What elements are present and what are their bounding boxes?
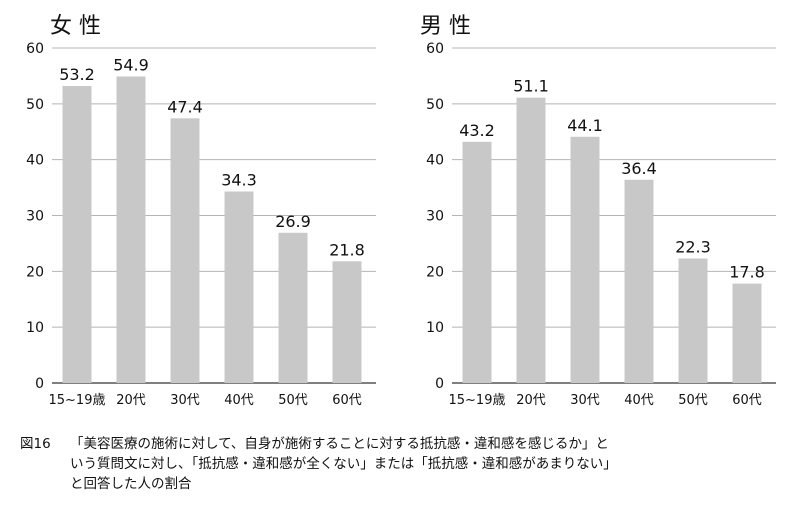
male-y-tick-label: 10 bbox=[426, 320, 444, 336]
female-y-tick-label: 0 bbox=[35, 376, 44, 392]
figure-caption: 図16 「美容医療の施術に対して、自身が施術することに対する抵抗感・違和感を感じる… bbox=[20, 434, 795, 494]
female-x-tick-label: 60代 bbox=[332, 393, 362, 408]
female-x-tick-label: 20代 bbox=[116, 393, 146, 408]
male-data-label: 51.1 bbox=[513, 77, 549, 96]
female-y-tick-label: 30 bbox=[26, 209, 44, 225]
male-y-tick-label: 60 bbox=[426, 41, 444, 57]
female-data-label: 34.3 bbox=[221, 170, 257, 189]
male-bar bbox=[570, 136, 600, 383]
male-data-label: 44.1 bbox=[567, 116, 603, 135]
male-data-label: 43.2 bbox=[459, 121, 495, 140]
chart-figure: 女 性 0 10 20 30 40 50 60 53.2 15~19歳 54.9 20代 47.4 30代… bbox=[26, 14, 776, 408]
caption-line-2: いう質問文に対し、「抵抗感・違和感が全くない」または「抵抗感・違和感があまりない… bbox=[70, 456, 617, 472]
male-chart-title: 男 性 bbox=[420, 14, 471, 39]
female-x-tick-label: 30代 bbox=[170, 393, 200, 408]
female-data-label: 21.8 bbox=[329, 240, 365, 259]
female-bar bbox=[170, 118, 200, 383]
male-x-tick-label: 20代 bbox=[516, 393, 546, 408]
female-x-tick-label: 50代 bbox=[278, 393, 308, 408]
female-y-tick-label: 50 bbox=[26, 97, 44, 113]
male-data-label: 17.8 bbox=[729, 263, 765, 282]
female-data-label: 54.9 bbox=[113, 55, 149, 74]
male-bar bbox=[732, 283, 762, 383]
caption-number: 図16 bbox=[20, 436, 51, 452]
female-y-tick-label: 20 bbox=[26, 264, 44, 280]
female-data-label: 53.2 bbox=[59, 65, 95, 84]
female-y-tick-label: 40 bbox=[26, 153, 44, 169]
female-chart-title: 女 性 bbox=[50, 14, 101, 39]
male-data-label: 36.4 bbox=[621, 159, 657, 178]
male-bar bbox=[678, 258, 708, 383]
male-y-tick-label: 50 bbox=[426, 97, 444, 113]
female-y-tick-label: 60 bbox=[26, 41, 44, 57]
female-data-label: 47.4 bbox=[167, 97, 203, 116]
male-bar bbox=[516, 97, 546, 384]
female-x-tick-label: 15~19歳 bbox=[49, 393, 106, 408]
male-y-tick-label: 0 bbox=[435, 376, 444, 392]
female-bar bbox=[332, 261, 362, 383]
female-bar bbox=[278, 232, 308, 383]
female-bar bbox=[224, 191, 254, 383]
caption-line-1: 「美容医療の施術に対して、自身が施術することに対する抵抗感・違和感を感じるか」と bbox=[70, 436, 609, 452]
male-x-tick-label: 15~19歳 bbox=[449, 393, 506, 408]
female-data-label: 26.9 bbox=[275, 212, 311, 231]
female-bar bbox=[62, 85, 92, 383]
female-x-tick-label: 40代 bbox=[224, 393, 254, 408]
female-y-tick-label: 10 bbox=[26, 320, 44, 336]
male-bar bbox=[624, 179, 654, 383]
male-x-tick-label: 30代 bbox=[570, 393, 600, 408]
male-x-tick-label: 40代 bbox=[624, 393, 654, 408]
male-bar bbox=[462, 141, 492, 383]
caption-line-3: と回答した人の割合 bbox=[70, 476, 192, 492]
male-data-label: 22.3 bbox=[675, 237, 711, 256]
male-y-tick-label: 30 bbox=[426, 209, 444, 225]
male-y-tick-label: 20 bbox=[426, 264, 444, 280]
male-x-tick-label: 60代 bbox=[732, 393, 762, 408]
male-x-tick-label: 50代 bbox=[678, 393, 708, 408]
male-y-tick-label: 40 bbox=[426, 153, 444, 169]
female-bar bbox=[116, 76, 146, 383]
